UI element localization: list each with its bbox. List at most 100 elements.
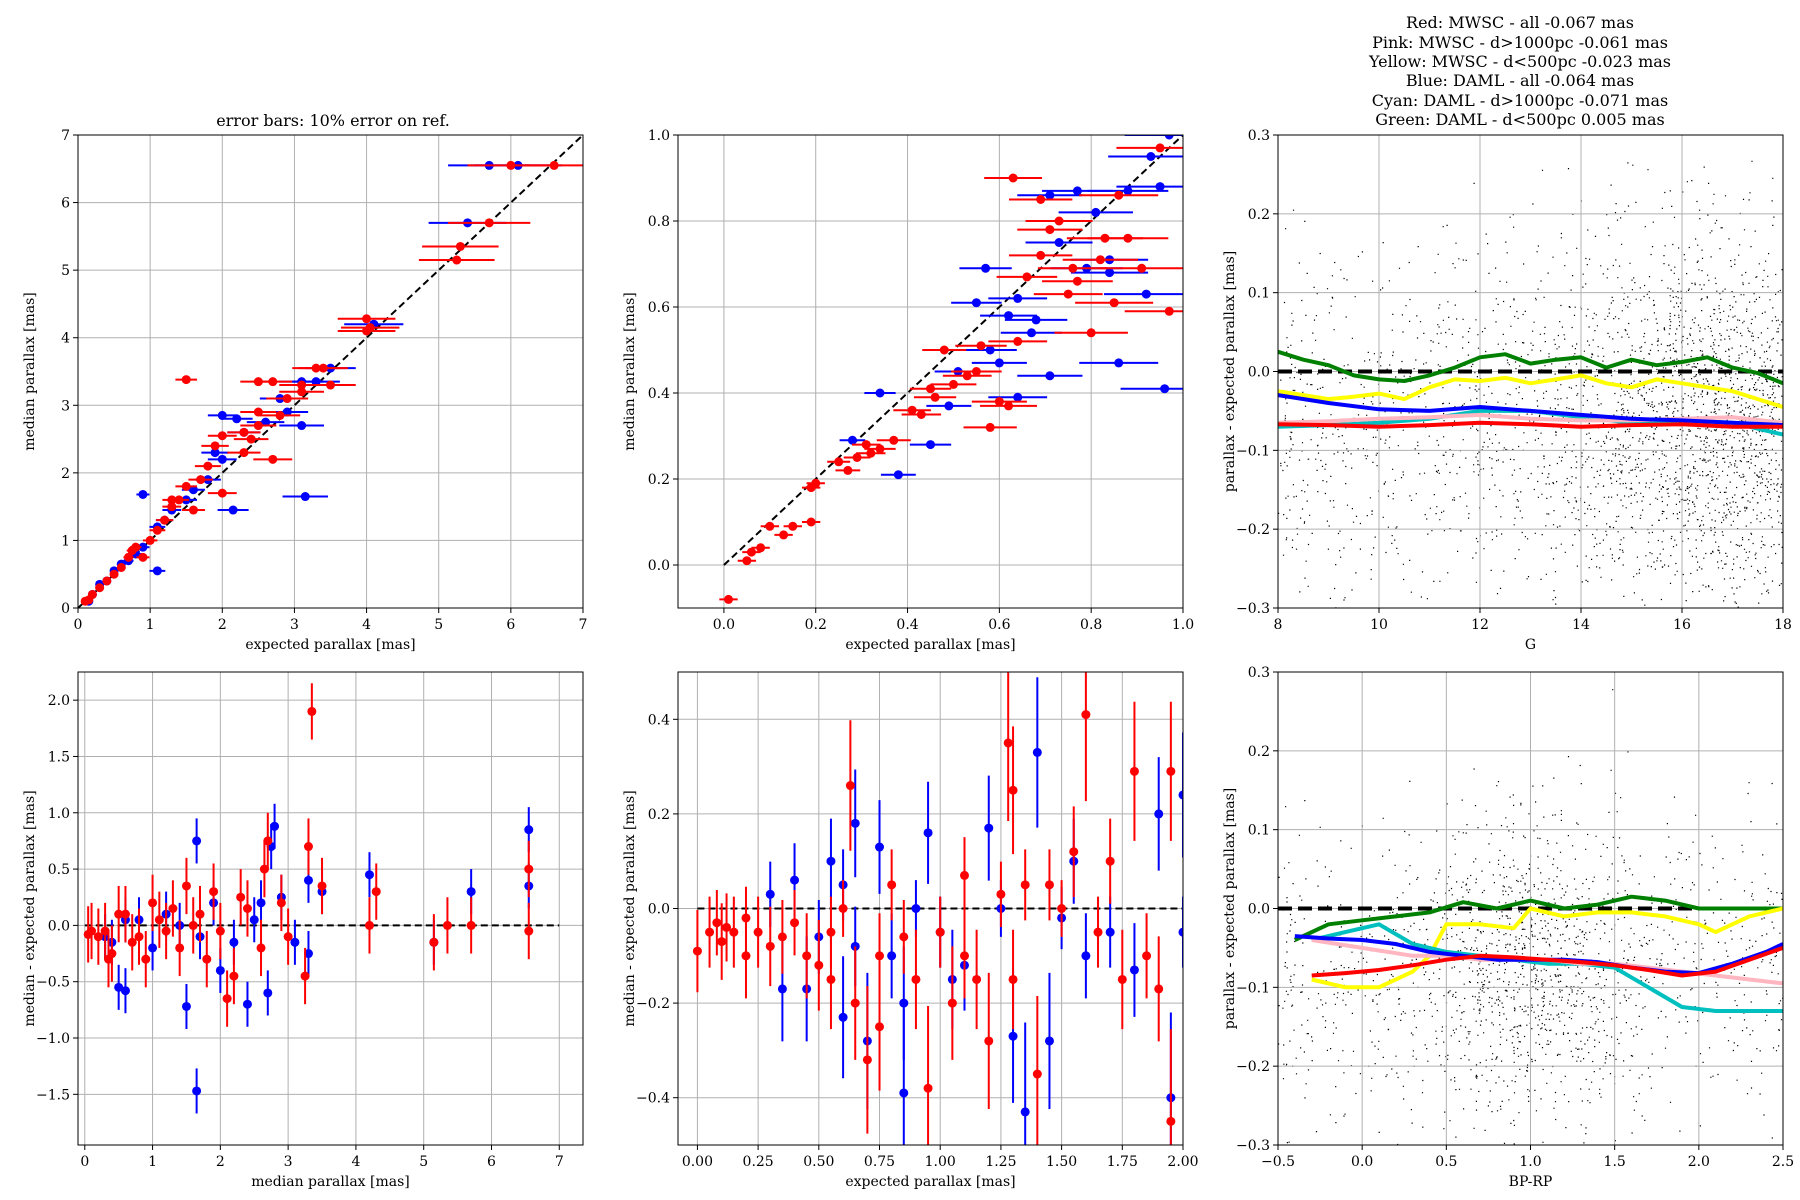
data-point (1068, 263, 1078, 273)
panel-p1: 0 1 2 3 4 5 6 7 0 1 2 3 4 5 6 7 expected parallax [mas] m… (22, 128, 587, 653)
data-point (1057, 904, 1067, 913)
x-axis-label: expected parallax [mas] (245, 637, 415, 653)
x-tick-label: 6 (506, 617, 515, 633)
data-point (210, 441, 220, 451)
data-point (195, 909, 205, 919)
data-point (930, 392, 940, 402)
data-point (875, 444, 885, 454)
x-tick-label: 10 (1370, 617, 1388, 633)
data-point (1063, 289, 1073, 299)
data-point (167, 502, 177, 512)
data-point (753, 927, 763, 937)
data-point (152, 566, 162, 576)
y-tick-label: −0.1 (1236, 443, 1270, 459)
data-point (1105, 927, 1115, 937)
running-mean-blue (1294, 934, 1783, 976)
y-axis-label: median parallax [mas] (22, 292, 38, 451)
data-point (779, 530, 789, 540)
y-axis-label: median parallax [mas] (622, 292, 638, 451)
x-tick-label: 5 (419, 1154, 428, 1170)
x-tick-label: 0.0 (1351, 1154, 1373, 1170)
x-tick-label: 16 (1673, 617, 1691, 633)
x-tick-label: 1.0 (1172, 617, 1194, 633)
data-point (1020, 880, 1030, 890)
data-point (811, 478, 821, 488)
panel-p6: −0.5 0.0 0.5 1.0 1.5 2.0 2.5 −0.3 −0.2 −0.1 0.0 0.1… (1222, 665, 1794, 1190)
data-point (138, 542, 148, 552)
data-point (210, 448, 220, 458)
data-point (290, 937, 300, 947)
data-point (1004, 401, 1014, 411)
y-tick-label: 0 (61, 601, 70, 617)
data-point (850, 818, 860, 828)
data-point (1020, 1107, 1030, 1117)
data-point (1114, 358, 1124, 368)
data-point (806, 517, 816, 527)
data-point (192, 836, 202, 846)
data-point (1129, 965, 1139, 975)
data-point (889, 435, 899, 445)
x-tick-label: 8 (1274, 617, 1283, 633)
data-point (926, 440, 935, 450)
plot-area (678, 135, 1183, 608)
data-point (161, 926, 171, 936)
data-point (1036, 195, 1046, 204)
x-tick-label: 0 (74, 617, 83, 633)
plot-area (78, 135, 583, 608)
data-point (318, 363, 328, 373)
data-point (239, 427, 249, 437)
data-point (1160, 384, 1170, 394)
data-point (365, 323, 375, 333)
data-point (175, 943, 185, 953)
data-point (317, 881, 327, 891)
data-point (838, 904, 848, 913)
data-point (947, 998, 957, 1008)
y-tick-label: 0.2 (1248, 744, 1270, 760)
data-point (911, 904, 921, 913)
data-point (100, 926, 110, 936)
data-point (326, 380, 335, 390)
data-point (524, 825, 534, 835)
y-tick-label: 2.0 (48, 693, 70, 709)
data-point (777, 932, 787, 942)
panel-p4: 0 1 2 3 4 5 6 7 −1.5 −1.0 −0.5 0.0 0.5 1.0 1.5 2.0 media… (22, 671, 584, 1190)
data-point (1013, 392, 1023, 402)
x-axis-label: expected parallax [mas] (845, 1174, 1015, 1190)
data-point (814, 960, 824, 970)
data-point (1032, 747, 1042, 757)
data-point (1155, 143, 1165, 153)
data-point (1031, 315, 1041, 325)
data-point (875, 388, 885, 398)
y-tick-label: 0.0 (1248, 365, 1270, 381)
data-point (893, 470, 903, 480)
data-point (362, 314, 372, 324)
panel-p3: 8 10 12 14 16 18 −0.3 −0.2 −0.1 0.0 0.1 0.2 0.3 Gpara… (1222, 128, 1792, 653)
x-tick-label: 2 (218, 617, 227, 633)
data-point (1178, 927, 1183, 937)
data-point (1154, 809, 1164, 819)
data-point (1036, 250, 1046, 260)
x-tick-label: 1.75 (1107, 1154, 1138, 1170)
data-point (765, 521, 775, 531)
x-tick-label: 0.2 (805, 617, 827, 633)
data-point (1146, 152, 1156, 161)
data-point (916, 410, 926, 419)
y-axis-label: median - expected parallax [mas] (22, 790, 38, 1026)
data-point (484, 218, 494, 228)
y-tick-label: 0.4 (648, 712, 670, 728)
data-point (705, 927, 715, 937)
running-mean-red (1278, 420, 1783, 429)
data-point (109, 569, 119, 579)
data-point (256, 898, 266, 908)
data-point (228, 505, 238, 515)
data-point (994, 397, 1004, 407)
data-point (861, 440, 871, 450)
data-point (1142, 951, 1152, 961)
data-point (1044, 880, 1054, 890)
data-point (1008, 785, 1018, 795)
title-line-pink: Pink: MWSC - d>1000pc -0.061 mas (1372, 33, 1668, 52)
plot-area (78, 672, 583, 1145)
running-mean-red (1311, 946, 1783, 978)
data-point (209, 887, 219, 897)
